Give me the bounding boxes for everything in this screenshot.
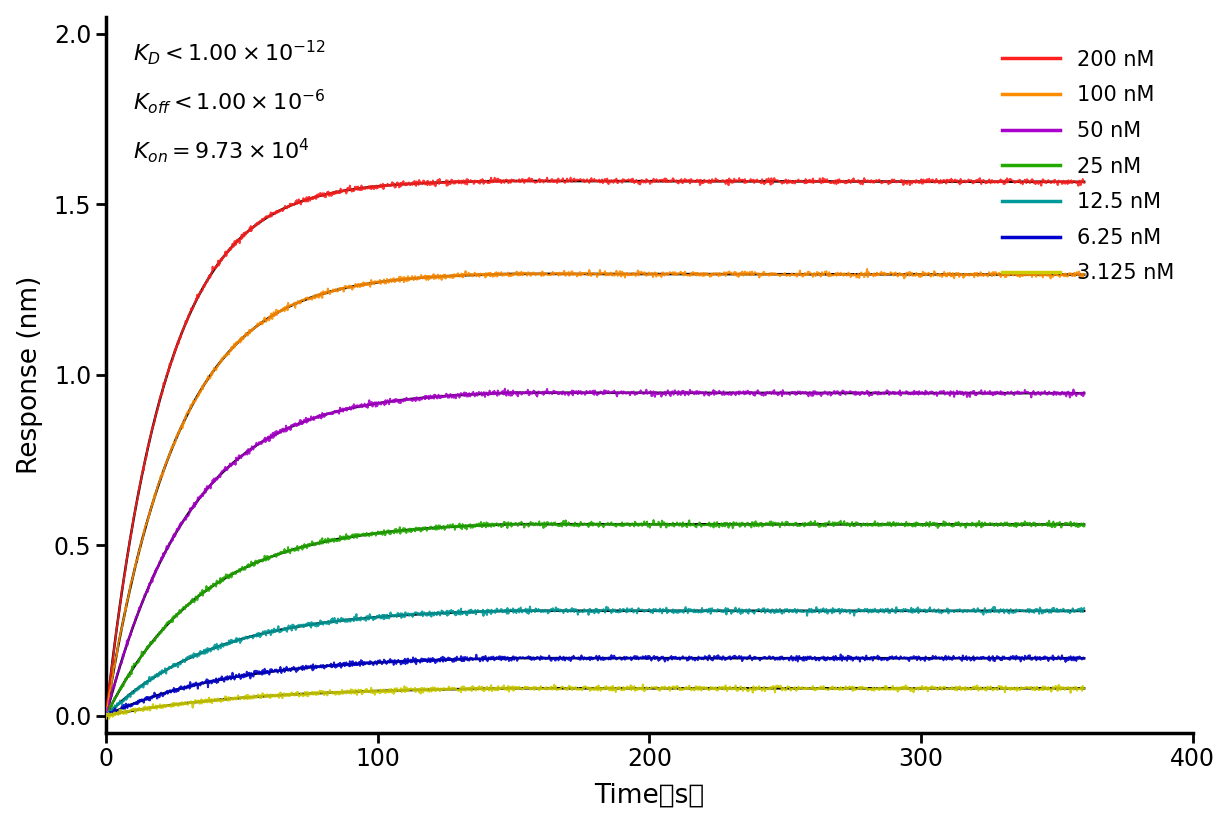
X-axis label: Time（s）: Time（s） [594, 782, 705, 808]
Y-axis label: Response (nm): Response (nm) [17, 276, 43, 474]
Text: $\mathit{K}_\mathit{D}$$<1.00\times10^{-12}$
$\mathit{K}_\mathit{off}$$<1.00\tim: $\mathit{K}_\mathit{D}$$<1.00\times10^{-… [133, 38, 326, 165]
Legend: 200 nM, 100 nM, 50 nM, 25 nM, 12.5 nM, 6.25 nM, 3.125 nM: 200 nM, 100 nM, 50 nM, 25 nM, 12.5 nM, 6… [993, 41, 1183, 292]
